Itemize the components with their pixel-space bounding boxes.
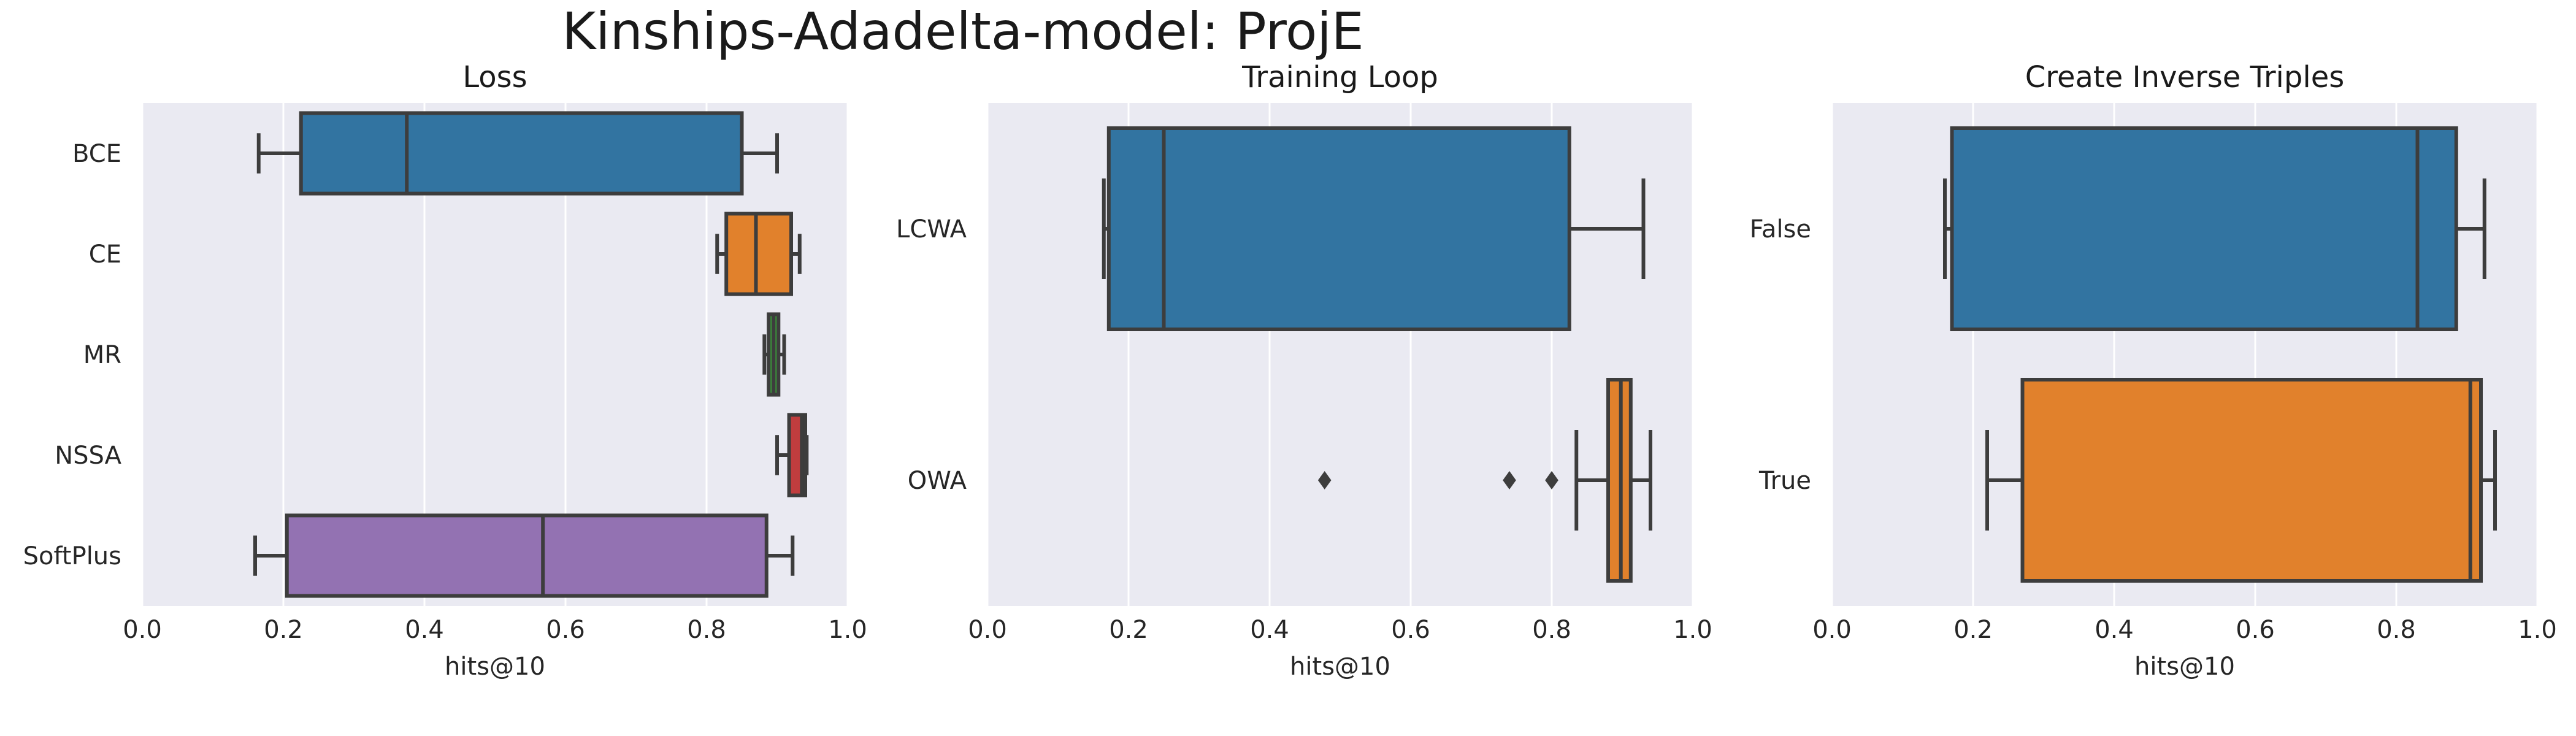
outlier-point <box>1503 471 1516 489</box>
y-tick-label: LCWA <box>896 215 967 243</box>
panel-2: 0.0 0.2 0.4 0.6 0.8 1.0 Training Loop hits@10 LC… <box>896 60 1712 681</box>
box-iqr <box>1106 126 1571 331</box>
x-tick-label: 0.8 <box>687 616 726 644</box>
box-true: True <box>1758 378 2497 583</box>
chart-title: Kinships-Adadelta-model: ProjE <box>562 1 1364 61</box>
panel-1: 0.0 0.2 0.4 0.6 0.8 1.0 Loss hits@10 BCE CE MR NSSA… <box>23 60 867 681</box>
box-softplus: SoftPlus <box>23 513 795 598</box>
box-nssa: NSSA <box>55 413 809 497</box>
x-tick-label: 0.4 <box>405 616 444 644</box>
box-iqr <box>299 111 744 196</box>
box-owa: OWA <box>908 378 1652 583</box>
x-tick-label: 1.0 <box>2518 616 2557 644</box>
box-iqr <box>1950 126 2458 331</box>
x-axis-label: hits@10 <box>2134 653 2235 681</box>
box-lcwa: LCWA <box>896 126 1646 331</box>
y-tick-label: MR <box>83 341 121 369</box>
x-tick-label: 0.6 <box>546 616 585 644</box>
x-axis-label: hits@10 <box>445 653 545 681</box>
y-tick-label: False <box>1750 215 1811 243</box>
x-tick-label: 0.6 <box>1391 616 1430 644</box>
x-tick-label: 0.0 <box>1812 616 1852 644</box>
x-tick-label: 0.6 <box>2236 616 2275 644</box>
box-iqr <box>724 212 793 296</box>
box-bce: BCE <box>72 111 779 196</box>
box-false: False <box>1750 126 2486 331</box>
outlier-point <box>1545 471 1558 489</box>
y-tick-label: CE <box>89 240 121 269</box>
x-tick-label: 0.2 <box>1109 616 1148 644</box>
y-tick-label: SoftPlus <box>23 542 121 570</box>
x-tick-label: 1.0 <box>1673 616 1712 644</box>
x-tick-label: 0.8 <box>1532 616 1571 644</box>
x-tick-label: 1.0 <box>828 616 867 644</box>
box-iqr <box>2020 378 2483 583</box>
box-ce: CE <box>89 212 802 296</box>
y-tick-label: NSSA <box>55 442 121 470</box>
y-tick-label: BCE <box>72 140 121 168</box>
panel-title: Loss <box>462 60 527 94</box>
box-iqr <box>285 513 769 598</box>
x-tick-label: 0.4 <box>1250 616 1289 644</box>
x-tick-label: 0.4 <box>2095 616 2134 644</box>
x-axis-label: hits@10 <box>1290 653 1390 681</box>
x-tick-label: 0.2 <box>264 616 303 644</box>
x-tick-label: 0.0 <box>968 616 1007 644</box>
y-tick-label: True <box>1758 467 1811 495</box>
x-tick-label: 0.8 <box>2377 616 2416 644</box>
box-mr: MR <box>83 312 786 397</box>
panel-3: 0.0 0.2 0.4 0.6 0.8 1.0 Create Inverse Triples… <box>1750 60 2557 681</box>
panel-title: Training Loop <box>1241 60 1438 94</box>
x-tick-label: 0.0 <box>123 616 162 644</box>
outlier-point <box>1317 471 1332 489</box>
y-tick-label: OWA <box>908 467 967 495</box>
x-tick-label: 0.2 <box>1953 616 1993 644</box>
panel-title: Create Inverse Triples <box>2025 60 2344 94</box>
